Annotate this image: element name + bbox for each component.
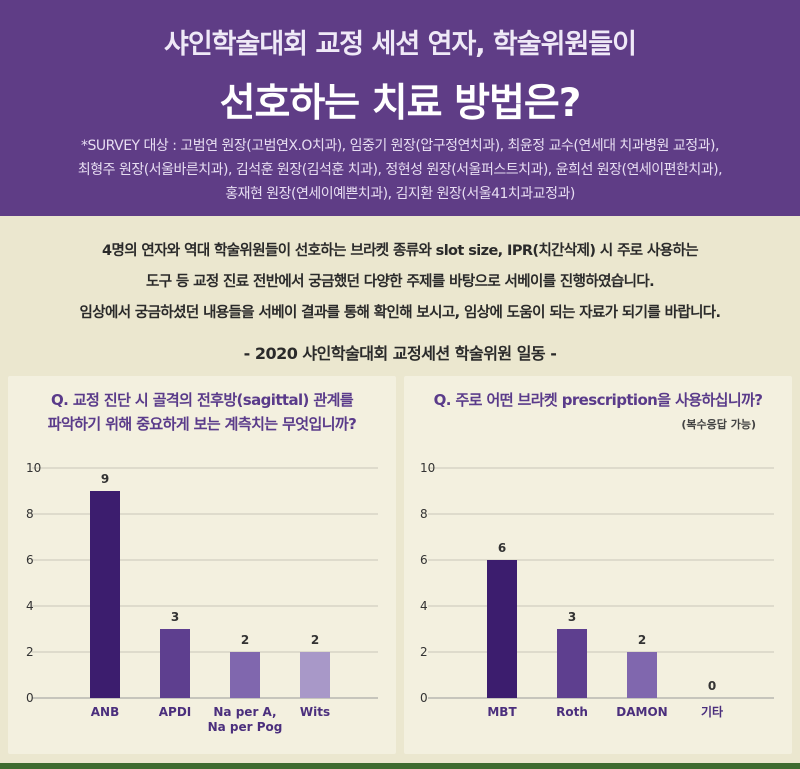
chart-title-line1: Q. 주로 어떤 브라켓 prescription을 사용하십니까? (433, 391, 763, 409)
y-tick-label: 4 (420, 599, 428, 613)
intro-text: 4명의 연자와 역대 학술위원들이 선호하는 브라켓 종류와 slot size… (20, 236, 780, 329)
survey-participants: *SURVEY 대상 : 고범연 원장(고범연X.O치과), 임중기 원장(압구… (40, 134, 760, 206)
bar (160, 629, 190, 698)
y-tick-label: 8 (26, 507, 34, 521)
bottom-decoration (0, 763, 800, 769)
header-title-line2: 선호하는 치료 방법은? (219, 81, 582, 126)
header-title-line1: 샤인학술대회 교정 세션 연자, 학술위원들이 (164, 29, 637, 60)
bar-chart-sagittal: 0 2 4 6 8 10 9 ANB 3 APDI 2 Na per A,Na per Pog 2 Wit… (26, 461, 378, 734)
x-category-label: Na per Pog (208, 720, 283, 734)
y-tick-label: 2 (26, 645, 34, 659)
header-banner: 샤인학술대회 교정 세션 연자, 학술위원들이 선호하는 치료 방법은? *SU… (0, 0, 800, 216)
x-category-label: Wits (300, 705, 330, 719)
intro-line2: 도구 등 교정 진료 전반에서 궁금했던 다양한 주제를 바탕으로 서베이를 진… (145, 274, 655, 290)
x-category-label: MBT (487, 705, 517, 719)
bar (230, 652, 260, 698)
chart-title-line1: Q. 교정 진단 시 골격의 전후방(sagittal) 관계를 (50, 391, 354, 409)
data-label: 9 (101, 472, 109, 486)
chart-panel-prescription: Q. 주로 어떤 브라켓 prescription을 사용하십니까? (복수응답… (404, 376, 792, 754)
data-label: 2 (638, 633, 646, 647)
chart-title-line2: 파악하기 위해 중요하게 보는 계측치는 무엇입니까? (47, 415, 357, 433)
data-label: 0 (708, 679, 716, 693)
bar (487, 560, 517, 698)
y-tick-label: 0 (420, 691, 428, 705)
survey-line3: 홍재현 원장(연세이예쁜치과), 김지환 원장(서울41치과교정과) (225, 186, 575, 202)
data-label: 3 (568, 610, 576, 624)
team-signature: - 2020 샤인학술대회 교정세션 학술위원 일동 - (243, 344, 557, 363)
x-category-label: DAMON (616, 705, 667, 719)
bar (300, 652, 330, 698)
survey-line1: *SURVEY 대상 : 고범연 원장(고범연X.O치과), 임중기 원장(압구… (81, 138, 719, 154)
data-label: 2 (311, 633, 319, 647)
intro-line3: 임상에서 궁금하셨던 내용들을 서베이 결과를 통해 확인해 보시고, 임상에 … (79, 305, 722, 321)
y-tick-label: 10 (420, 461, 435, 475)
y-tick-label: 10 (26, 461, 41, 475)
data-label: 3 (171, 610, 179, 624)
data-label: 6 (498, 541, 506, 555)
y-tick-label: 6 (26, 553, 34, 567)
y-tick-label: 8 (420, 507, 428, 521)
survey-line2: 최형주 원장(서울바른치과), 김석훈 원장(김석훈 치과), 정현성 원장(서… (77, 162, 723, 178)
x-category-label: 기타 (701, 704, 723, 719)
y-tick-label: 2 (420, 645, 428, 659)
bar (557, 629, 587, 698)
y-tick-label: 4 (26, 599, 34, 613)
chart-panel-sagittal: Q. 교정 진단 시 골격의 전후방(sagittal) 관계를 파악하기 위해… (8, 376, 396, 754)
bar (90, 491, 120, 698)
bar (627, 652, 657, 698)
intro-line1: 4명의 연자와 역대 학술위원들이 선호하는 브라켓 종류와 slot size… (102, 243, 699, 259)
y-tick-label: 0 (26, 691, 34, 705)
bar-chart-prescription: 0 2 4 6 8 10 6 MBT 3 Roth 2 DAMON 0 기타 (420, 461, 774, 719)
x-category-label: Na per A, (213, 705, 276, 719)
x-category-label: Roth (556, 705, 588, 719)
x-category-label: APDI (159, 705, 192, 719)
chart-note: (복수응답 가능) (681, 418, 756, 431)
x-category-label: ANB (91, 705, 119, 719)
data-label: 2 (241, 633, 249, 647)
y-tick-label: 6 (420, 553, 428, 567)
